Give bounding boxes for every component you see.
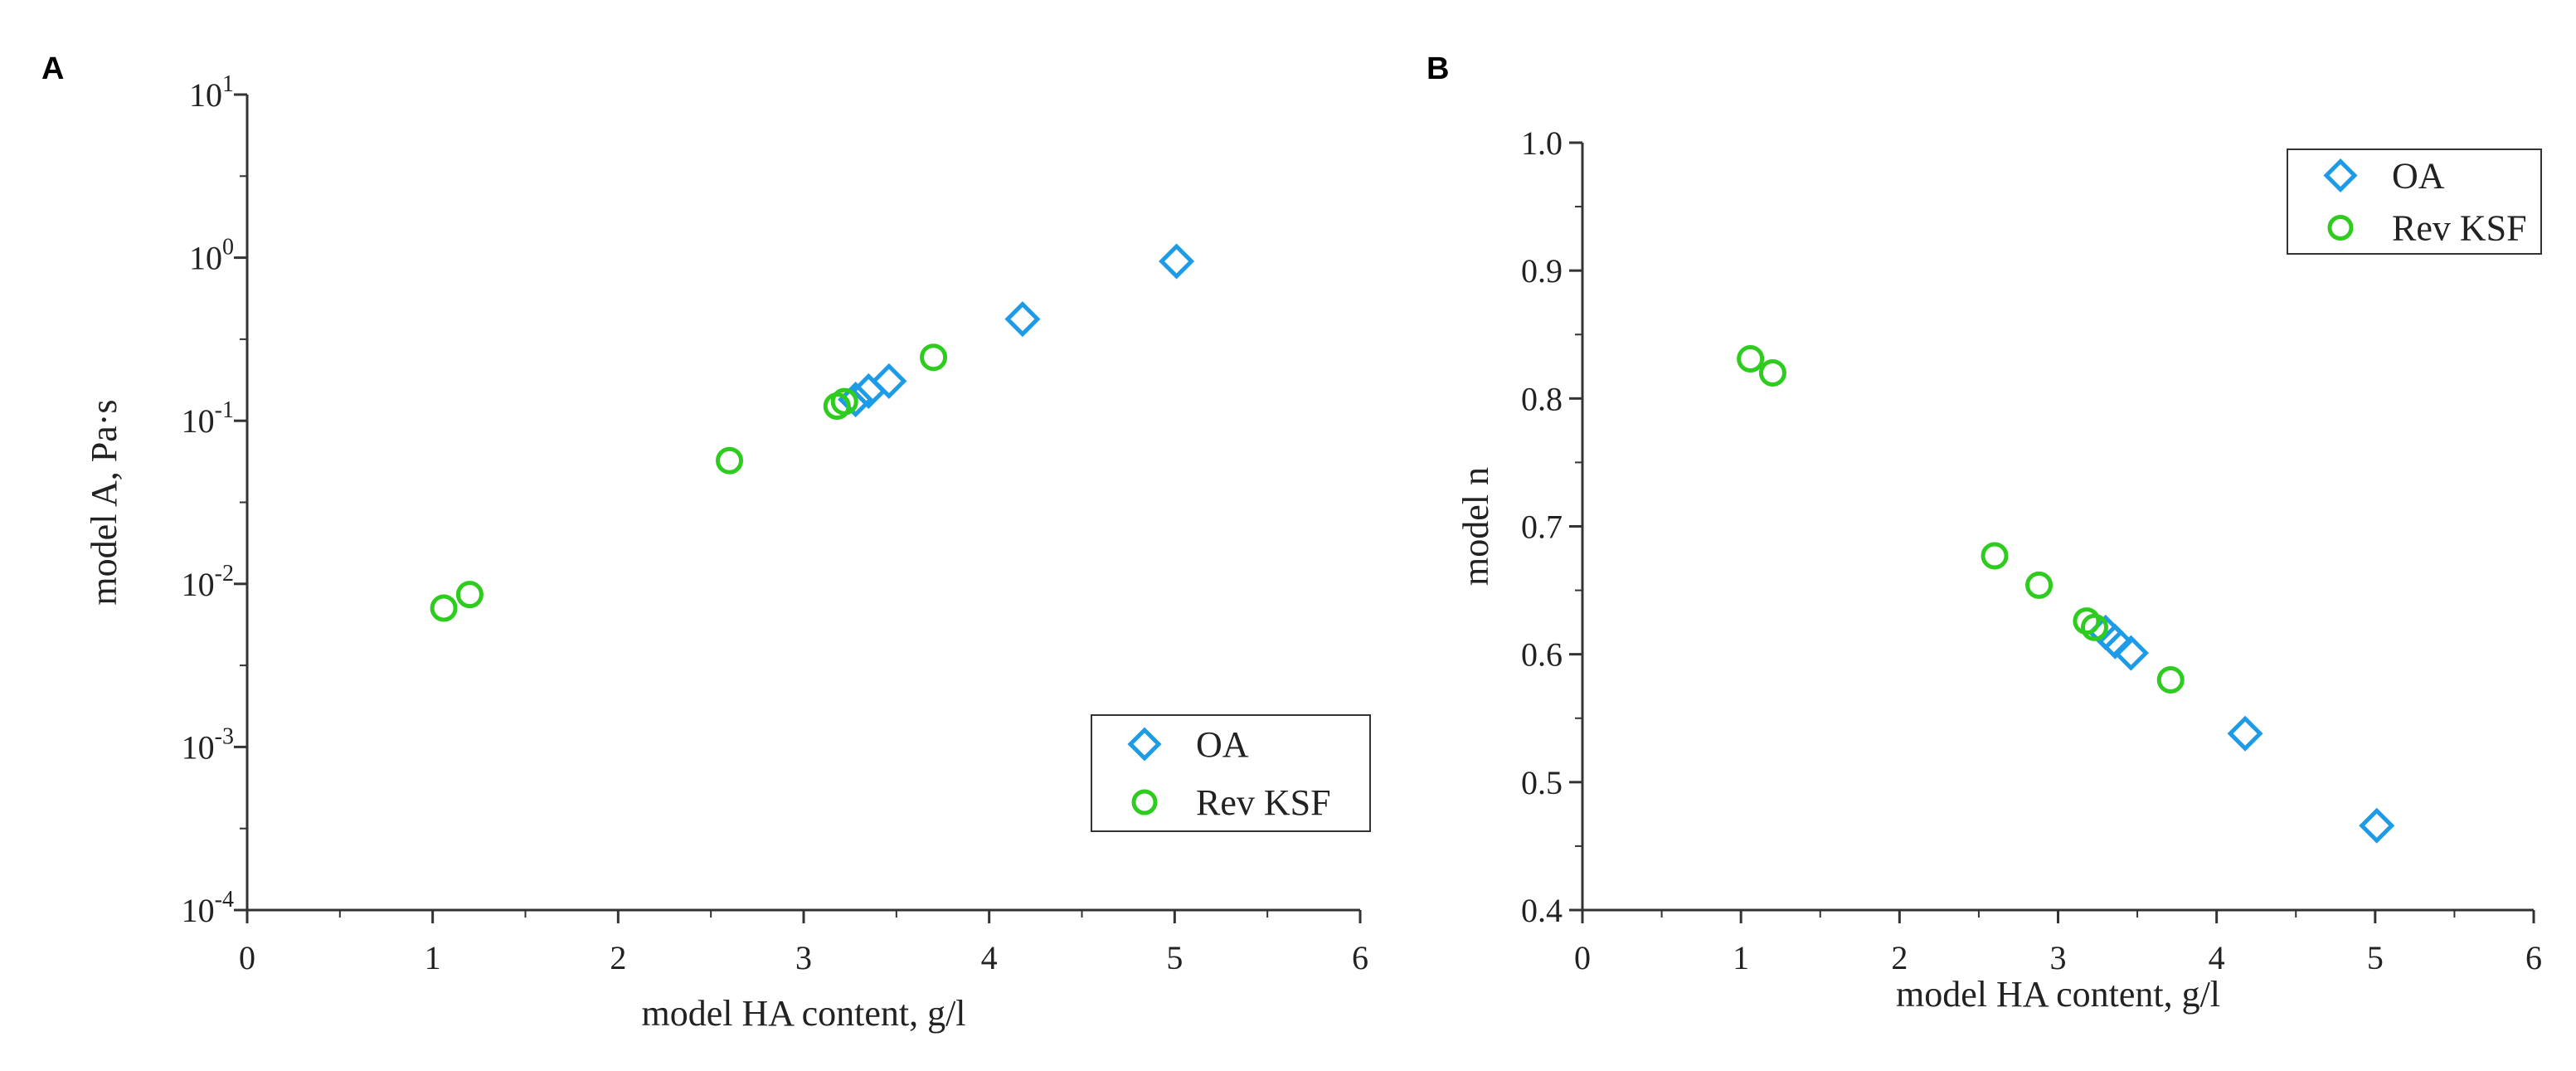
data-point: [2359, 807, 2395, 844]
y-tick-label: 0.8: [1521, 380, 1563, 417]
data-point: [2097, 623, 2133, 660]
series-oa: [2088, 614, 2395, 844]
legend-label: Rev KSF: [1196, 782, 1331, 823]
x-tick-label: 2: [610, 939, 626, 976]
data-point: [2073, 607, 2101, 635]
data-point: [2025, 571, 2054, 599]
x-axis-title: model HA content, g/l: [641, 993, 965, 1034]
data-point: [2112, 635, 2149, 671]
y-tick-label: 10-1: [182, 397, 234, 440]
data-point: [1159, 243, 1195, 280]
data-point: [455, 581, 484, 609]
legend-marker: [2327, 215, 2354, 241]
y-tick-label: 0.9: [1521, 252, 1563, 290]
legend-label: OA: [1196, 724, 1249, 765]
x-tick-label: 3: [795, 939, 812, 976]
data-point: [871, 363, 907, 399]
data-point: [1004, 301, 1041, 338]
x-axis-title: model HA content, g/l: [1896, 974, 2220, 1015]
legend-marker: [1127, 727, 1162, 762]
data-point: [1981, 542, 2009, 570]
y-tick-label: 100: [189, 235, 234, 277]
x-tick-label: 0: [239, 939, 255, 976]
legend-box: [2287, 148, 2542, 255]
x-tick-label: 4: [2209, 939, 2225, 976]
data-point: [430, 594, 458, 622]
y-axis-title: model n: [1456, 467, 1496, 586]
legend: OA Rev KSF: [1091, 714, 1371, 832]
data-point: [716, 446, 744, 475]
data-point: [2227, 715, 2263, 752]
series-rev-ksf: [430, 343, 948, 622]
y-tick-label: 0.4: [1521, 892, 1563, 929]
data-point: [1737, 345, 1765, 373]
x-tick-label: 5: [2367, 939, 2384, 976]
data-point: [1758, 359, 1786, 387]
panel-b: B 0 1 2 3 4 5 6 0.4 0.5 0.6 0.7 0.8 0.9 1.0 model HA co…: [1427, 51, 2542, 1015]
y-tick-label: 101: [189, 71, 234, 114]
series-rev-ksf: [1737, 345, 2185, 694]
x-tick-label: 6: [1352, 939, 1368, 976]
x-tick-label: 1: [425, 939, 441, 976]
data-point: [2080, 613, 2108, 641]
x-tick-label: 6: [2525, 939, 2542, 976]
legend: OA Rev KSF: [2287, 148, 2542, 255]
data-point: [920, 343, 948, 372]
x-tick-label: 0: [1574, 939, 1591, 976]
x-tick-label: 1: [1733, 939, 1749, 976]
y-tick-label: 1.0: [1521, 124, 1563, 162]
data-point: [830, 387, 858, 416]
legend-label: OA: [2392, 156, 2445, 197]
y-tick-label: 0.7: [1521, 509, 1563, 546]
y-tick-label: 10-2: [182, 561, 234, 603]
legend-marker: [1131, 789, 1158, 815]
x-tick-label: 4: [981, 939, 998, 976]
y-tick-label: 0.5: [1521, 764, 1563, 801]
data-point: [838, 382, 874, 418]
y-tick-label: 0.6: [1521, 636, 1563, 674]
legend-marker: [2323, 158, 2358, 193]
data-point: [2156, 666, 2185, 694]
x-tick-label: 5: [1166, 939, 1183, 976]
panel-label: A: [41, 51, 64, 86]
y-axis-title: model A, Pa·s: [84, 399, 124, 605]
x-tick-label: 2: [1891, 939, 1908, 976]
panel-label: B: [1427, 51, 1449, 86]
y-tick-label: 10-4: [182, 887, 234, 929]
y-tick-label: 10-3: [182, 723, 234, 766]
legend-label: Rev KSF: [2392, 208, 2527, 249]
panel-a: A 0 1 2 3 4 5 6 10-4 10-3 10-2 10-1 100 101 model HA c…: [41, 51, 1371, 1034]
series-oa: [838, 243, 1195, 418]
x-tick-label: 3: [2050, 939, 2067, 976]
